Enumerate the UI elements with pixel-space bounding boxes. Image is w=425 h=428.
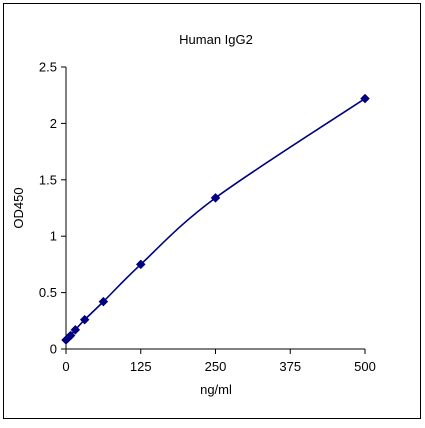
x-tick-label: 125 bbox=[130, 359, 152, 374]
y-tick-label: 0 bbox=[50, 342, 57, 357]
axes: 0 0.5 1 1.5 2 2.5 0 125 250 375 500 bbox=[39, 60, 376, 375]
data-point-marker bbox=[210, 192, 221, 203]
y-tick-label: 2 bbox=[50, 116, 57, 131]
y-tick-label: 1 bbox=[50, 229, 57, 244]
data-points-layer bbox=[61, 93, 370, 345]
y-tick-label: 0.5 bbox=[39, 285, 57, 300]
data-point-marker bbox=[360, 93, 370, 104]
data-point-marker bbox=[70, 324, 81, 335]
chart-title: Human IgG2 bbox=[179, 32, 253, 47]
y-tick-label: 2.5 bbox=[39, 60, 57, 75]
y-tick-label: 1.5 bbox=[39, 172, 57, 187]
data-point-marker bbox=[135, 259, 146, 270]
x-tick-label: 0 bbox=[62, 359, 69, 374]
x-tick-label: 250 bbox=[205, 359, 227, 374]
x-tick-label: 500 bbox=[354, 359, 376, 374]
x-axis-label: ng/ml bbox=[200, 382, 232, 397]
y-axis-label: OD450 bbox=[11, 187, 26, 228]
data-point-marker bbox=[79, 314, 90, 325]
data-point-marker bbox=[65, 330, 76, 341]
x-tick-label: 375 bbox=[279, 359, 301, 374]
data-point-marker bbox=[98, 296, 109, 307]
